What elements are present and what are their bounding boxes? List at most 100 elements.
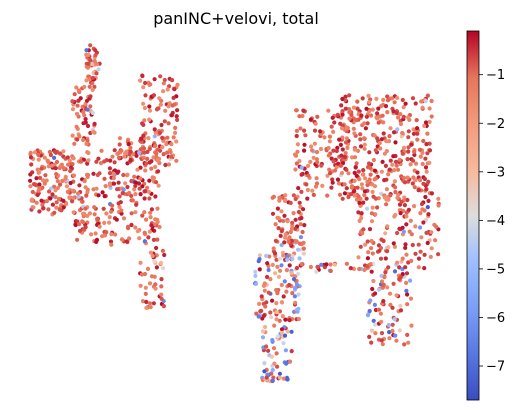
scatter-point [85,107,90,112]
scatter-point [346,171,351,176]
scatter-point [383,163,388,168]
scatter-point [157,130,163,135]
scatter-point [427,148,433,153]
scatter-point [70,99,75,104]
scatter-point [402,175,407,181]
scatter-point [67,158,72,163]
scatter-point [293,300,298,305]
scatter-point [257,257,262,262]
scatter-point [148,82,153,87]
scatter-point [111,171,116,176]
scatter-point [385,224,390,229]
scatter-point [122,154,127,159]
scatter-point [417,147,423,152]
scatter-point [339,126,345,131]
scatter-point [60,178,65,184]
scatter-point [37,182,42,187]
scatter-point [408,162,413,167]
scatter-point [104,230,109,235]
scatter-point [393,189,398,195]
scatter-point [34,200,39,205]
scatter-point [342,191,347,196]
scatter-point [146,136,151,141]
scatter-point [328,262,333,267]
scatter-point [275,291,280,296]
scatter-point [315,114,320,119]
scatter-point [367,165,373,170]
scatter-point [372,168,378,173]
scatter-point [402,203,407,208]
scatter-point [100,190,105,195]
scatter-point [400,256,405,261]
scatter-point [375,111,380,116]
scatter-point [270,262,275,267]
scatter-point [398,308,404,313]
scatter-point [398,303,403,308]
scatter-point [289,349,294,354]
scatter-point [384,187,389,192]
scatter-point [141,133,146,138]
scatter-point [337,137,342,142]
scatter-point [340,112,345,117]
scatter-point [36,152,41,157]
scatter-point [42,181,47,186]
scatter-point [289,329,294,334]
scatter-point [301,246,306,251]
scatter-point [421,138,426,144]
scatter-point [344,167,349,172]
scatter-point [33,182,38,187]
scatter-point [292,294,297,299]
scatter-point [262,361,267,366]
scatter-point [334,164,339,170]
scatter-point [412,185,417,190]
scatter-point [46,160,51,165]
scatter-point [372,302,377,307]
scatter-point [429,246,434,251]
scatter-point [393,159,398,164]
scatter-point [285,329,290,334]
scatter-point [157,96,162,101]
scatter-point [362,146,367,151]
scatter-point [311,192,316,197]
scatter-point [293,226,298,231]
scatter-point [290,220,295,225]
scatter-point [139,139,144,144]
colorbar-tick-label: −5 [486,262,505,277]
scatter-point [330,177,335,182]
scatter-point [162,119,167,124]
scatter-point [147,108,153,113]
scatter-point [160,248,165,253]
scatter-point [88,94,93,99]
scatter-point [369,219,375,224]
scatter-point [130,198,135,203]
scatter-point [71,210,76,215]
scatter-point [420,105,425,110]
scatter-point [393,140,398,145]
scatter-point [271,346,277,351]
scatter-point [144,161,149,166]
scatter-point [436,196,441,201]
scatter-point [369,113,374,118]
scatter-point [276,226,281,231]
scatter-point [424,169,429,174]
scatter-point [291,211,296,216]
scatter-point [84,48,89,53]
scatter-point [143,285,148,290]
scatter-point [314,269,319,274]
scatter-point [28,155,34,160]
scatter-point [325,193,330,198]
scatter-point [347,116,352,121]
scatter-point [158,148,163,153]
scatter-point [253,269,258,274]
scatter-point [360,172,365,177]
scatter-point [155,219,160,224]
scatter-point [344,136,349,141]
scatter-point [381,97,386,102]
scatter-point [82,211,87,216]
scatter-point [145,266,151,271]
scatter-point [44,178,49,183]
scatter-point [384,139,389,144]
scatter-point [302,128,307,133]
scatter-point [31,205,36,210]
scatter-point [142,196,147,201]
